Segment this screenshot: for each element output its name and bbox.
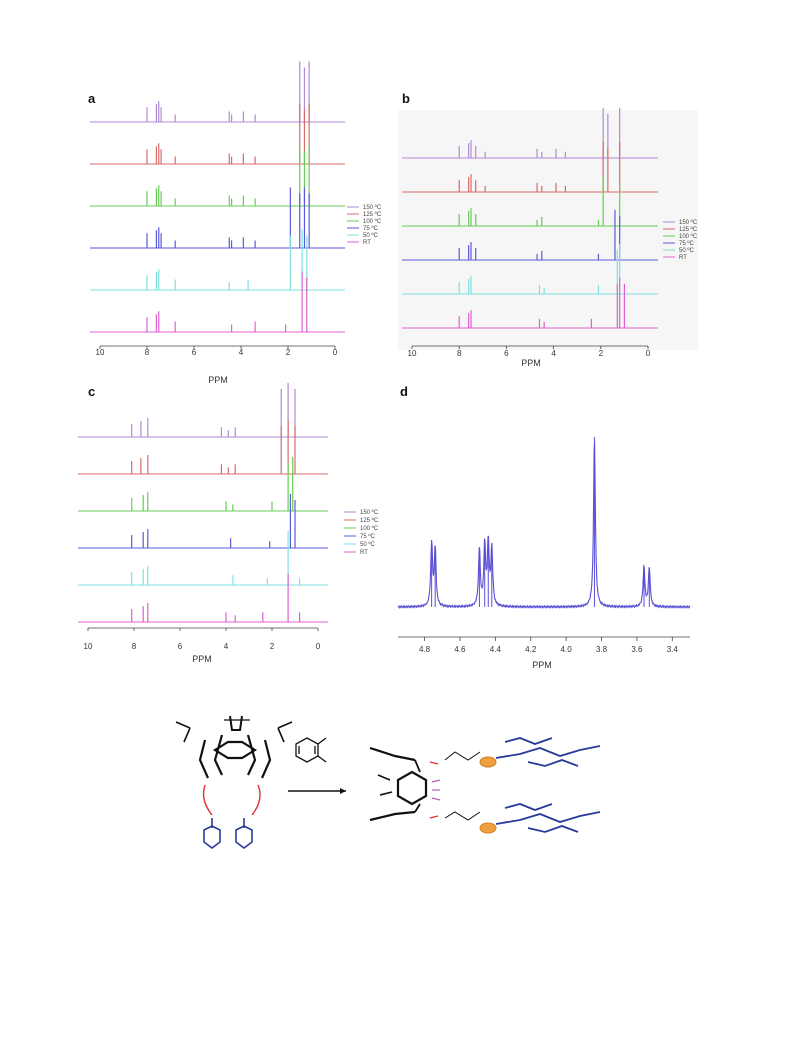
panel-a-letter: a	[88, 91, 96, 106]
panel-b-tick-label: 0	[646, 349, 651, 358]
panel-a-tick-label: 0	[333, 348, 338, 357]
calixarene-host-left	[175, 715, 293, 779]
panel-b-legend-label: 50 ºC	[679, 247, 695, 254]
guest-stack-upper	[479, 737, 601, 768]
panel-c-tick-label: 8	[132, 642, 137, 651]
panel-c-letter: c	[88, 384, 95, 399]
panel-d-trace	[397, 441, 691, 609]
panel-c-tick-label: 4	[224, 642, 229, 651]
panel-b-legend-label: 125 ºC	[679, 226, 698, 233]
panel-c-tick-label: 0	[316, 642, 321, 651]
panel-d-xlabel: PPM	[532, 660, 552, 670]
panel-a-tick-label: 2	[286, 348, 291, 357]
panel-b-letter: b	[402, 91, 410, 106]
panel-a-xlabel: PPM	[208, 375, 228, 385]
panel-b-tick-label: 6	[504, 349, 509, 358]
xylene-reagent	[295, 737, 327, 763]
panel-b-tick-label: 10	[408, 349, 417, 358]
panel-b-xlabel: PPM	[521, 358, 541, 368]
panel-b-tick-label: 8	[457, 349, 462, 358]
panel-a-legend-label: 75 ºC	[363, 225, 379, 232]
panel-d-tick-label: 4.8	[419, 645, 431, 654]
guest-stack-lower	[479, 803, 601, 834]
alkyl-chain-links	[444, 751, 481, 821]
panel-c-legend-label: 50 ºC	[360, 541, 376, 548]
panel-c-tick-label: 6	[178, 642, 183, 651]
ch-pi-marks	[431, 779, 441, 801]
panel-a-legend-label: 125 ºC	[363, 211, 382, 218]
panel-a-legend-label: 150 ºC	[363, 204, 382, 211]
panel-d-tick-label: 4.0	[561, 645, 573, 654]
panel-d-tick-label: 4.4	[490, 645, 502, 654]
panel-a-tick-label: 10	[96, 348, 105, 357]
guest-benzene-left	[203, 818, 221, 849]
panel-c-legend-label: RT	[360, 550, 368, 556]
panel-d-tick-label: 4.6	[454, 645, 466, 654]
panel-d-tick-label: 3.8	[596, 645, 608, 654]
panel-a-legend-label: 100 ºC	[363, 218, 382, 225]
host-guest-scheme-drawing	[175, 715, 601, 849]
reaction-arrowhead	[340, 788, 346, 794]
panel-b-legend-label: 100 ºC	[679, 233, 698, 240]
panel-d-letter: d	[400, 384, 408, 399]
panel-b-legend-label: RT	[679, 255, 687, 261]
panel-d-tick-label: 3.4	[667, 645, 679, 654]
panel-b-legend-label: 150 ºC	[679, 219, 698, 226]
hydrogen-bond-marks	[202, 784, 261, 816]
panel-d-spectrum: 4.8 4.6 4.4 4.2 4.0 3.8 3.6 3.4	[397, 437, 691, 654]
hydrogen-bond-marks-right	[429, 761, 439, 819]
panel-c-legend-label: 125 ºC	[360, 517, 379, 524]
panel-b-background	[398, 110, 698, 350]
panel-a-tick-label: 6	[192, 348, 197, 357]
guest-benzene-right	[235, 818, 253, 849]
panel-c-legend-label: 75 ºC	[360, 533, 376, 540]
panel-a-legend-label: 50 ºC	[363, 232, 379, 239]
calixarene-host-right	[369, 746, 428, 822]
panel-b-tick-label: 2	[599, 349, 604, 358]
panel-a-legend-label: RT	[363, 240, 371, 246]
panel-d-tick-label: 3.6	[631, 645, 643, 654]
panel-a-tick-label: 8	[145, 348, 150, 357]
panel-c-tick-label: 2	[270, 642, 275, 651]
panel-c-xlabel: PPM	[192, 654, 212, 664]
panel-b-tick-label: 4	[551, 349, 556, 358]
panel-d-tick-label: 4.2	[525, 645, 537, 654]
panel-a-tick-label: 4	[239, 348, 244, 357]
panel-c-tick-label: 10	[84, 642, 93, 651]
panel-c-legend-label: 100 ºC	[360, 525, 379, 532]
panel-b-legend-label: 75 ºC	[679, 240, 695, 247]
panel-c-legend-label: 150 ºC	[360, 509, 379, 516]
